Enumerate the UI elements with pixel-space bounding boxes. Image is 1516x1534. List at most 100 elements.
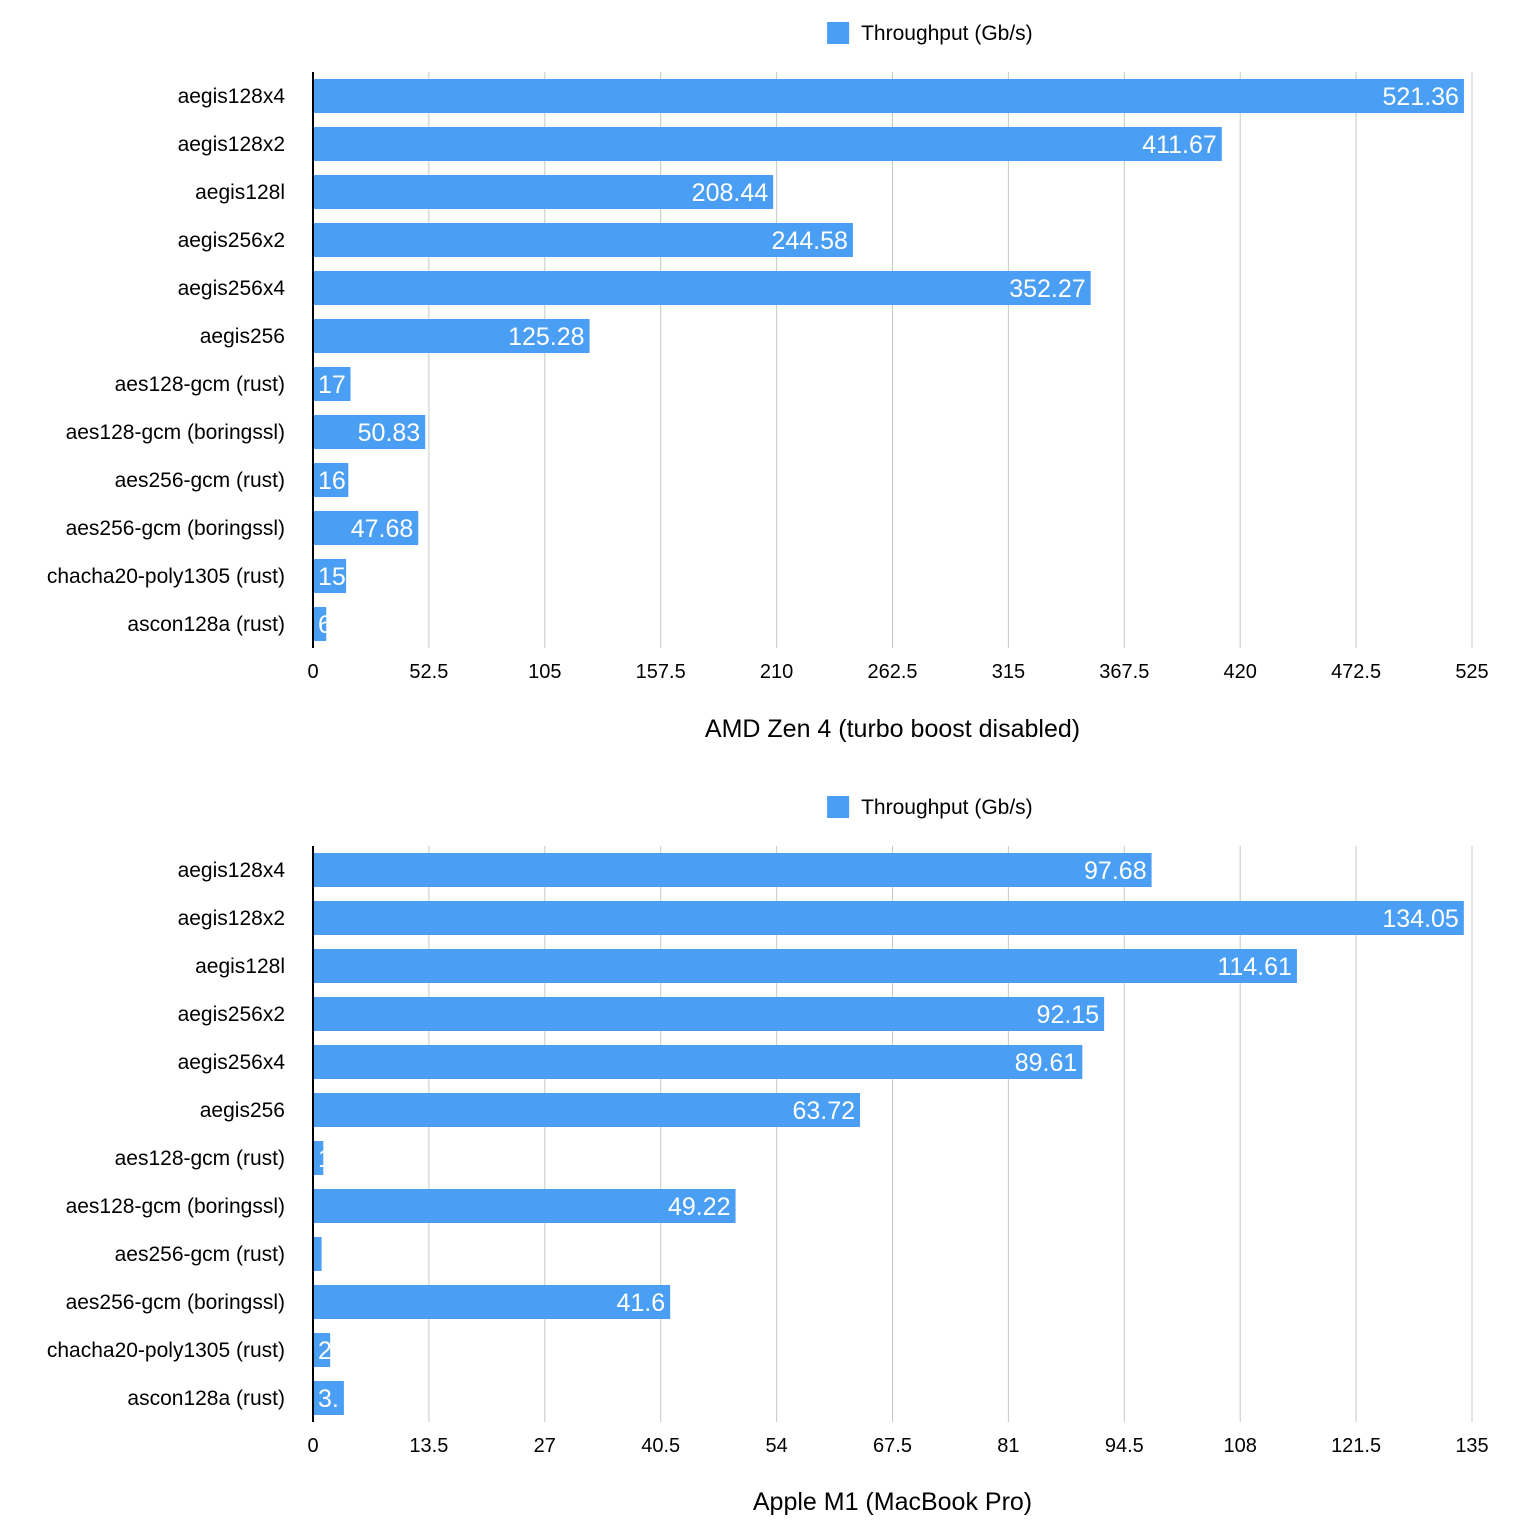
x-axis-title: Apple M1 (MacBook Pro)	[753, 1488, 1032, 1516]
bar	[313, 415, 426, 449]
data-label: 47.68	[351, 515, 414, 543]
x-tick-label: 0	[307, 1435, 318, 1457]
bar	[313, 1141, 324, 1175]
x-tick-label: 40.5	[641, 1435, 680, 1457]
category-label: aes128-gcm (boringssl)	[66, 1195, 285, 1218]
bar	[313, 175, 774, 209]
x-tick-label: 52.5	[409, 661, 448, 683]
data-label: 63.72	[792, 1097, 855, 1125]
data-label: 3.	[318, 1385, 339, 1413]
x-tick-label: 420	[1224, 661, 1257, 683]
bar	[313, 367, 351, 401]
data-label: 97.68	[1084, 857, 1147, 885]
x-tick-label: 67.5	[873, 1435, 912, 1457]
x-tick-label: 525	[1455, 661, 1488, 683]
x-tick-label: 135	[1455, 1435, 1488, 1457]
bar	[313, 559, 347, 593]
x-tick-label: 210	[760, 661, 793, 683]
x-tick-label: 27	[534, 1435, 556, 1457]
bar	[313, 1381, 344, 1415]
legend-swatch	[827, 796, 850, 818]
bar	[313, 901, 1464, 935]
bar	[313, 79, 1464, 113]
category-label: aes256-gcm (boringssl)	[66, 517, 285, 540]
data-label: 352.27	[1009, 275, 1085, 303]
data-label: 17	[318, 371, 346, 399]
data-label: 411.67	[1142, 131, 1217, 159]
bar	[313, 463, 349, 497]
category-label: aegis128x2	[178, 133, 285, 156]
category-label: aegis256	[200, 1099, 285, 1122]
bar	[313, 1237, 322, 1271]
bar	[313, 949, 1297, 983]
x-axis-title: AMD Zen 4 (turbo boost disabled)	[705, 715, 1080, 743]
data-label: 244.58	[771, 227, 847, 255]
category-label: aes256-gcm (rust)	[115, 469, 285, 492]
category-label: aegis128x2	[178, 907, 285, 930]
bar	[313, 223, 853, 257]
x-tick-label: 81	[997, 1435, 1019, 1457]
category-label: aegis128l	[195, 955, 285, 978]
x-tick-label: 108	[1224, 1435, 1257, 1457]
category-label: ascon128a (rust)	[127, 613, 285, 636]
bar	[313, 127, 1222, 161]
category-label: aes128-gcm (rust)	[115, 373, 285, 396]
x-tick-label: 157.5	[636, 661, 686, 683]
x-tick-label: 121.5	[1331, 1435, 1381, 1457]
data-label: 521.36	[1382, 83, 1458, 111]
category-label: aegis256x4	[178, 277, 286, 300]
data-label: 134.05	[1382, 905, 1458, 933]
x-tick-label: 0	[307, 661, 318, 683]
data-label: 125.28	[508, 323, 584, 351]
category-label: aegis128x4	[178, 859, 286, 882]
data-label: 208.44	[692, 179, 769, 207]
bar	[313, 511, 419, 545]
category-label: aes256-gcm (boringssl)	[66, 1291, 285, 1314]
bar	[313, 1045, 1083, 1079]
bar	[313, 271, 1091, 305]
bar	[313, 853, 1152, 887]
x-tick-label: 315	[992, 661, 1025, 683]
data-label: 49.22	[668, 1193, 731, 1221]
data-label: 50.83	[358, 419, 421, 447]
x-tick-label: 472.5	[1331, 661, 1381, 683]
x-tick-label: 262.5	[867, 661, 917, 683]
bar	[313, 1093, 861, 1127]
data-label: 89.61	[1015, 1049, 1078, 1077]
legend-label: Throughput (Gb/s)	[861, 796, 1033, 819]
category-label: aegis256	[200, 325, 285, 348]
legend-swatch	[827, 22, 850, 44]
data-label: 15	[318, 563, 346, 591]
category-label: aes128-gcm (boringssl)	[66, 421, 285, 444]
data-label: 114.61	[1217, 953, 1292, 981]
data-label: 16	[318, 467, 346, 495]
bar	[313, 997, 1105, 1031]
category-label: ascon128a (rust)	[127, 1387, 285, 1410]
bar	[313, 1333, 331, 1367]
data-label: 2	[318, 1337, 332, 1365]
bar	[313, 319, 590, 353]
x-tick-label: 94.5	[1105, 1435, 1144, 1457]
bar	[313, 1285, 671, 1319]
bar	[313, 607, 327, 641]
category-label: aegis128x4	[178, 85, 286, 108]
x-tick-label: 13.5	[409, 1435, 448, 1457]
x-tick-label: 54	[765, 1435, 787, 1457]
category-label: aegis256x2	[178, 229, 285, 252]
x-tick-label: 105	[528, 661, 561, 683]
category-label: aegis256x2	[178, 1003, 285, 1026]
data-label: 41.6	[616, 1289, 665, 1317]
category-label: chacha20-poly1305 (rust)	[47, 565, 285, 588]
legend-label: Throughput (Gb/s)	[861, 22, 1033, 45]
category-label: aegis128l	[195, 181, 285, 204]
category-label: chacha20-poly1305 (rust)	[47, 1339, 285, 1362]
data-label: 1	[318, 1145, 332, 1173]
category-label: aegis256x4	[178, 1051, 286, 1074]
data-label: 6	[318, 611, 332, 639]
bar	[313, 1189, 736, 1223]
category-label: aes128-gcm (rust)	[115, 1147, 285, 1170]
data-label: 92.15	[1037, 1001, 1100, 1029]
x-tick-label: 367.5	[1099, 661, 1149, 683]
category-label: aes256-gcm (rust)	[115, 1243, 285, 1266]
